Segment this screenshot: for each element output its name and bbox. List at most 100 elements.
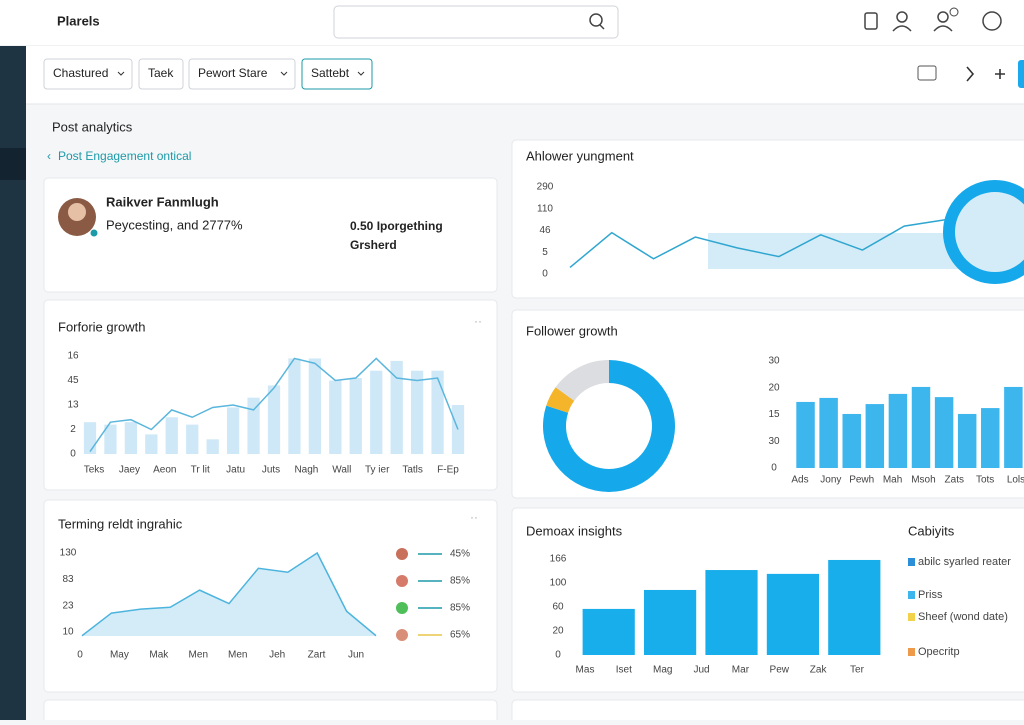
legend-swatch xyxy=(908,558,915,566)
users-icon xyxy=(933,25,953,32)
bar xyxy=(766,573,819,655)
toolbar-button-label: Pewort Stare xyxy=(198,66,268,80)
y-tick-label: 45 xyxy=(67,375,79,386)
x-tick-label: Jaey xyxy=(119,465,140,476)
back-link[interactable]: Post Engagement ontical xyxy=(58,149,191,163)
status-dot xyxy=(89,228,99,238)
bar xyxy=(145,434,158,454)
bar xyxy=(582,608,635,655)
legend-label: Opecritp xyxy=(918,646,960,658)
bar xyxy=(288,358,301,454)
user-icon[interactable] xyxy=(896,11,908,23)
y-tick-label: 30 xyxy=(768,356,780,367)
x-tick-label: Ads xyxy=(791,475,808,486)
search-icon[interactable] xyxy=(589,13,603,27)
bar xyxy=(308,358,322,454)
people-icon[interactable] xyxy=(917,65,937,81)
primary-button[interactable] xyxy=(1018,60,1024,88)
y-tick-label: 0 xyxy=(555,650,561,661)
toolbar-button[interactable] xyxy=(301,58,373,90)
bar xyxy=(1004,386,1023,468)
bar xyxy=(842,413,861,468)
profile-stat-sub: Grsherd xyxy=(350,238,397,252)
chevron xyxy=(280,71,288,76)
bar xyxy=(819,397,838,468)
bar xyxy=(911,386,931,468)
y-tick-label: 166 xyxy=(550,554,567,565)
x-tick-label: Tr lit xyxy=(191,465,210,476)
toolbar-button[interactable] xyxy=(43,58,133,90)
legend-label: 45% xyxy=(450,549,470,560)
more-icon[interactable]: ·· xyxy=(474,314,482,328)
legend-label: abilc syarled reater xyxy=(918,556,1011,568)
search-box[interactable] xyxy=(333,5,619,39)
line xyxy=(569,218,947,269)
y-tick-label: 290 xyxy=(537,182,554,193)
panel-title: Forforie growth xyxy=(58,319,145,334)
x-tick-label: Jeh xyxy=(269,650,285,661)
legend-title: Cabiyits xyxy=(908,523,955,538)
toolbar-button[interactable] xyxy=(138,58,184,90)
x-tick-label: Aeon xyxy=(153,465,176,476)
profile-stat: 0.50 Iporgething xyxy=(350,219,443,233)
y-tick-label: 5 xyxy=(542,247,548,258)
line xyxy=(89,357,459,452)
x-tick-label: Mah xyxy=(883,475,902,486)
bar xyxy=(370,370,383,454)
bar xyxy=(410,370,424,454)
x-tick-label: Men xyxy=(189,650,208,661)
add-icon[interactable] xyxy=(995,69,1005,79)
x-tick-label: Nagh xyxy=(294,465,318,476)
y-tick-label: 20 xyxy=(552,626,564,637)
donut-slice xyxy=(555,360,609,401)
x-tick-label: Teks xyxy=(84,465,105,476)
legend-label: Priss xyxy=(918,589,943,601)
x-tick-label: Zak xyxy=(810,665,828,676)
bar xyxy=(226,407,240,454)
bar xyxy=(644,589,697,655)
x-tick-label: May xyxy=(110,650,129,661)
bar xyxy=(165,417,178,454)
more-icon[interactable]: ·· xyxy=(470,510,478,524)
legend-label: 65% xyxy=(450,630,470,641)
x-tick-label: Pewh xyxy=(849,475,874,486)
y-tick-label: 0 xyxy=(542,269,548,280)
panel-title: Demoax insights xyxy=(526,523,623,538)
toolbar-button[interactable] xyxy=(188,58,296,90)
legend-label: 85% xyxy=(450,576,470,587)
highlight-circle xyxy=(943,180,1024,284)
brand: Plarels xyxy=(57,13,100,28)
toolbar-button-label: Taek xyxy=(148,66,174,80)
x-tick-label: Iset xyxy=(616,665,632,676)
bar xyxy=(349,378,362,454)
x-tick-label: Jud xyxy=(694,665,710,676)
y-tick-label: 0 xyxy=(70,449,76,460)
y-tick-label: 130 xyxy=(60,548,77,559)
x-tick-label: Msoh xyxy=(911,475,935,486)
y-tick-label: 110 xyxy=(537,203,553,214)
x-tick-label: Jun xyxy=(348,650,364,661)
sidebar-active[interactable] xyxy=(0,148,26,180)
doc-icon[interactable] xyxy=(864,12,878,30)
next-icon[interactable] xyxy=(966,66,975,82)
x-tick-label: Mag xyxy=(653,665,672,676)
x-tick-label: Zats xyxy=(945,475,964,486)
y-tick-label: 83 xyxy=(62,574,74,585)
x-tick-label: Mar xyxy=(732,665,750,676)
bar xyxy=(247,397,260,454)
y-tick-label: 10 xyxy=(62,627,74,638)
apple-icon[interactable] xyxy=(982,11,1002,31)
area xyxy=(82,553,376,636)
bar xyxy=(267,385,281,454)
legend-avatar xyxy=(396,548,408,560)
legend-avatar xyxy=(396,602,408,614)
y-tick-label: 46 xyxy=(539,225,551,236)
y-tick-label: 2 xyxy=(70,424,76,435)
y-tick-label: 0 xyxy=(771,463,777,474)
profile-text: Peycesting, and 2777% xyxy=(106,217,243,232)
donut-slice xyxy=(543,360,676,493)
legend-swatch xyxy=(908,591,915,599)
bar xyxy=(390,360,403,454)
users-icon[interactable] xyxy=(937,11,949,23)
